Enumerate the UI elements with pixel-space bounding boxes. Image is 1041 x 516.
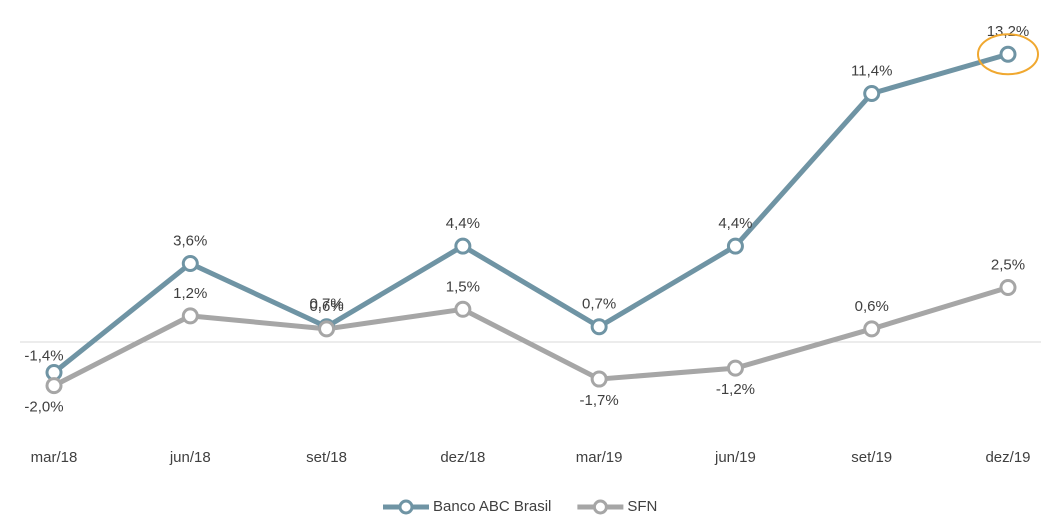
data-label: 3,6%	[173, 232, 207, 249]
data-label: -1,2%	[716, 381, 755, 398]
x-tick-label: set/18	[306, 449, 347, 466]
x-tick-label: mar/19	[576, 449, 623, 466]
data-label: 0,7%	[309, 296, 343, 313]
data-point	[454, 237, 472, 255]
data-point	[726, 237, 744, 255]
data-point	[726, 359, 744, 377]
data-point	[863, 84, 881, 102]
x-tick-label: dez/18	[440, 449, 485, 466]
data-point	[454, 300, 472, 318]
data-point	[590, 370, 608, 388]
x-tick-label: jun/18	[169, 449, 211, 466]
data-point	[45, 377, 63, 395]
data-point	[590, 318, 608, 336]
data-label: 0,7%	[582, 296, 616, 313]
data-label: 11,4%	[851, 62, 892, 79]
series-line	[52, 51, 1009, 375]
data-point	[181, 307, 199, 325]
data-label: 4,4%	[446, 215, 480, 232]
series-line	[52, 285, 1009, 388]
data-label: 1,5%	[446, 278, 480, 295]
data-label: 2,5%	[991, 256, 1025, 273]
data-label: -1,4%	[24, 347, 63, 364]
legend-label: SFN	[627, 498, 657, 515]
data-label: 4,4%	[718, 215, 752, 232]
data-label: -1,7%	[580, 392, 619, 409]
data-label: 1,2%	[173, 285, 207, 302]
data-label: -2,0%	[24, 399, 63, 416]
legend-marker	[398, 499, 414, 515]
data-label: 0,6%	[309, 298, 343, 315]
legend-marker	[592, 499, 608, 515]
x-tick-label: dez/19	[985, 449, 1030, 466]
data-label: 0,6%	[855, 298, 889, 315]
highlight-ellipse	[977, 33, 1039, 76]
legend-label: Banco ABC Brasil	[433, 498, 551, 515]
data-point	[863, 320, 881, 338]
data-point	[999, 45, 1017, 63]
x-tick-label: set/19	[851, 449, 892, 466]
x-tick-label: mar/18	[31, 449, 78, 466]
x-tick-label: jun/19	[714, 449, 756, 466]
data-point	[999, 279, 1017, 296]
data-point	[318, 320, 336, 338]
data-point	[181, 255, 199, 273]
